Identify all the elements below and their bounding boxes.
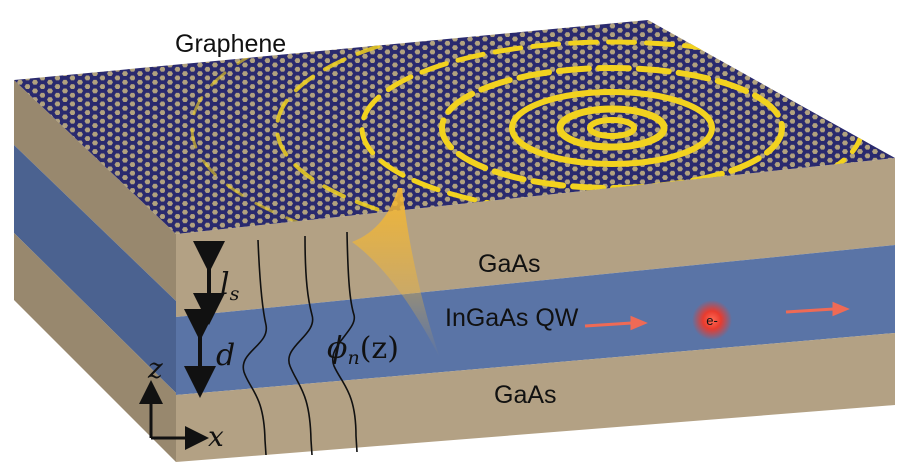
ls-label: ls: [220, 267, 240, 305]
graphene-surface: [14, 20, 895, 234]
gaas-top-label: GaAs: [478, 250, 541, 278]
phi-label: ϕn(z): [327, 331, 399, 369]
left-qw-layer: [14, 145, 176, 393]
front-gaas-top-layer: [176, 158, 895, 317]
drift-arrow-left: [584, 321, 633, 328]
electron-group: e-: [692, 300, 732, 340]
gaas-bottom-label: GaAs: [494, 381, 557, 409]
left-gaas-top-layer: [14, 80, 176, 301]
axis-x-label: x: [208, 420, 224, 453]
drift-arrow-right: [785, 307, 835, 314]
left-side-face: [14, 80, 176, 462]
phi-sub: n: [347, 347, 359, 369]
wavefunctions: [242, 231, 358, 456]
qw-label: InGaAs QW: [445, 304, 579, 332]
phi-arg: (z): [360, 331, 399, 366]
wavefunction-1: [242, 239, 267, 456]
wavefunction-2: [288, 235, 314, 456]
coordinate-axes: [139, 380, 209, 450]
evanescent-field: [352, 188, 440, 358]
drift-arrows: [584, 301, 850, 331]
wavefunction-3: [331, 231, 358, 453]
left-gaas-bottom-layer: [14, 233, 176, 462]
front-qw-layer: [176, 245, 895, 395]
electron-glow: [692, 300, 732, 340]
graphene-label: Graphene: [175, 30, 286, 58]
phi-base: ϕ: [327, 331, 347, 366]
axis-z-label: z: [147, 352, 163, 385]
d-label: d: [216, 338, 235, 373]
ls-base: l: [220, 267, 230, 302]
ls-sub: s: [230, 283, 240, 305]
electron-label: e-: [706, 313, 718, 328]
